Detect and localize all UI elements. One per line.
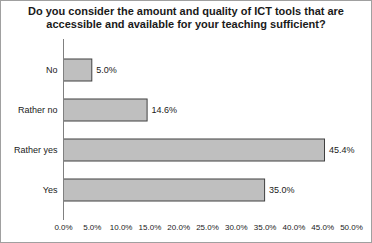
svg-text:Rather no: Rather no <box>18 105 58 115</box>
svg-text:30.0%: 30.0% <box>225 223 248 232</box>
svg-text:14.6%: 14.6% <box>152 105 178 115</box>
svg-text:5.0%: 5.0% <box>96 65 117 75</box>
svg-text:No: No <box>46 65 58 75</box>
svg-text:45.0%: 45.0% <box>311 223 334 232</box>
svg-text:45.4%: 45.4% <box>329 145 355 155</box>
svg-text:50.0%: 50.0% <box>340 223 363 232</box>
svg-text:Rather yes: Rather yes <box>14 145 58 155</box>
html-text:Do you consider the amount and: Do you consider the amount and quality o… <box>28 5 344 30</box>
svg-text:25.0%: 25.0% <box>196 223 219 232</box>
svg-text:35.0%: 35.0% <box>254 223 277 232</box>
svg-text:0.0%: 0.0% <box>54 223 72 232</box>
svg-text:10.0%: 10.0% <box>110 223 133 232</box>
svg-text:40.0%: 40.0% <box>283 223 306 232</box>
svg-text:15.0%: 15.0% <box>139 223 162 232</box>
svg-text:20.0%: 20.0% <box>167 223 190 232</box>
svg-text:35.0%: 35.0% <box>269 185 295 195</box>
svg-text:Yes: Yes <box>43 185 58 195</box>
svg-text:5.0%: 5.0% <box>83 223 101 232</box>
